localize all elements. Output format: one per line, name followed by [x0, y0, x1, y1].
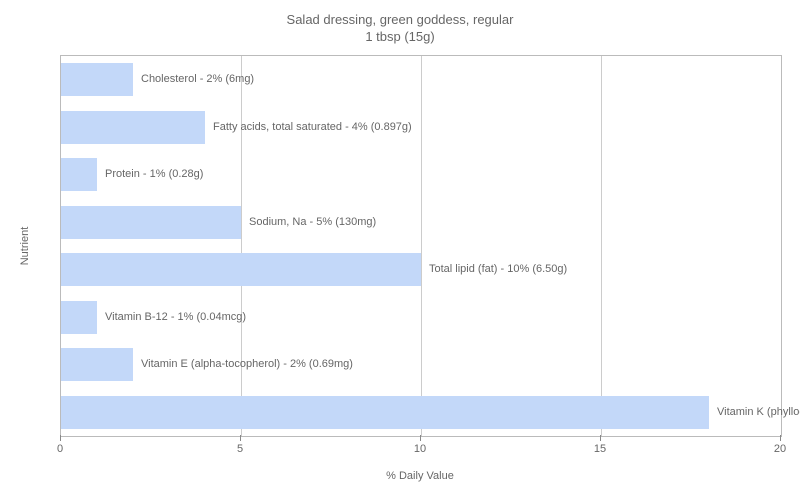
x-tick-label: 5	[237, 443, 243, 455]
gridline	[241, 56, 242, 436]
nutrient-bar-label: Cholesterol - 2% (6mg)	[141, 73, 254, 85]
nutrient-bar	[61, 301, 97, 334]
nutrient-bar-label: Sodium, Na - 5% (130mg)	[249, 216, 376, 228]
gridline	[601, 56, 602, 436]
nutrient-bar	[61, 348, 133, 381]
x-tick-label: 10	[414, 443, 426, 455]
nutrient-bar	[61, 396, 709, 429]
chart-title-line2: 1 tbsp (15g)	[365, 29, 434, 44]
nutrient-bar-label: Protein - 1% (0.28g)	[105, 168, 203, 180]
nutrient-bar-label: Vitamin K (phylloquinone) - 18% (14.5mcg…	[717, 406, 800, 418]
nutrient-bar	[61, 253, 421, 286]
nutrient-chart: Salad dressing, green goddess, regular 1…	[0, 0, 800, 500]
nutrient-bar	[61, 111, 205, 144]
x-tick	[240, 435, 241, 441]
x-axis-label: % Daily Value	[60, 470, 780, 482]
x-tick	[780, 435, 781, 441]
x-tick	[600, 435, 601, 441]
x-tick-label: 15	[594, 443, 606, 455]
gridline	[421, 56, 422, 436]
x-tick-label: 20	[774, 443, 786, 455]
nutrient-bar-label: Fatty acids, total saturated - 4% (0.897…	[213, 121, 412, 133]
chart-title: Salad dressing, green goddess, regular 1…	[0, 12, 800, 46]
y-axis-label: Nutrient	[19, 226, 31, 266]
nutrient-bar-label: Vitamin E (alpha-tocopherol) - 2% (0.69m…	[141, 358, 353, 370]
nutrient-bar-label: Vitamin B-12 - 1% (0.04mcg)	[105, 311, 246, 323]
x-tick	[420, 435, 421, 441]
plot-area: Cholesterol - 2% (6mg) Fatty acids, total…	[60, 55, 782, 437]
nutrient-bar	[61, 206, 241, 239]
nutrient-bar	[61, 63, 133, 96]
nutrient-bar	[61, 158, 97, 191]
nutrient-bar-label: Total lipid (fat) - 10% (6.50g)	[429, 263, 567, 275]
chart-title-line1: Salad dressing, green goddess, regular	[287, 12, 514, 27]
x-tick	[60, 435, 61, 441]
x-tick-label: 0	[57, 443, 63, 455]
